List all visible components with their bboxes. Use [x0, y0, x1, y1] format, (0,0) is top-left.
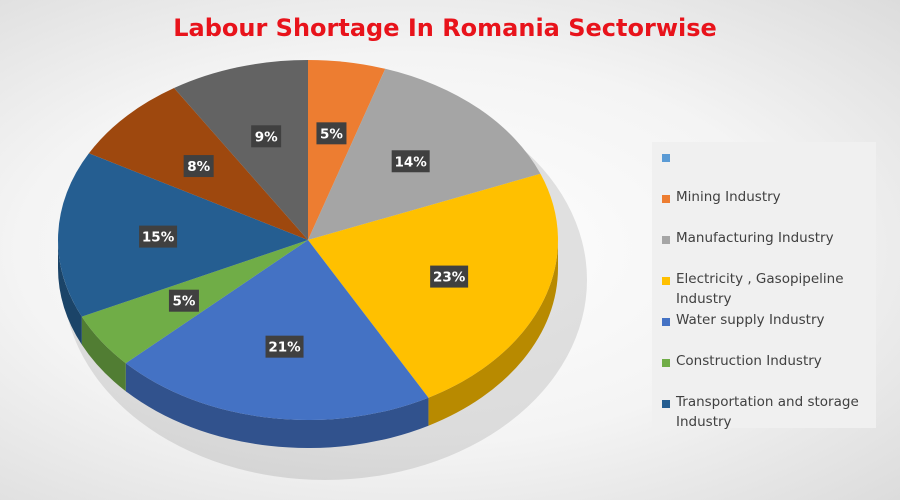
svg-text:9%: 9% — [255, 129, 278, 145]
legend-label: Electricity , Gasopipeline Industry — [676, 271, 844, 307]
pie-data-label-1: 14% — [391, 150, 430, 173]
legend-swatch — [662, 195, 670, 203]
pie-side-2 — [428, 240, 558, 426]
svg-text:21%: 21% — [268, 340, 301, 356]
pie-tops — [58, 60, 558, 420]
legend-label: Construction Industry — [676, 353, 822, 369]
legend-item: Electricity , Gasopipeline Industry — [662, 269, 868, 310]
legend-label: Transportation and storage Industry — [676, 394, 859, 430]
svg-text:14%: 14% — [395, 154, 428, 170]
svg-text:5%: 5% — [172, 294, 195, 310]
pie-data-label-5: 15% — [139, 225, 178, 248]
pie-data-label-4: 5% — [168, 289, 199, 312]
pie-side-5 — [58, 240, 82, 345]
chart-title: Labour Shortage In Romania Sectorwise — [173, 14, 717, 42]
pie-side-4 — [81, 316, 126, 392]
pie-data-label-0: 5% — [316, 122, 347, 145]
legend-swatch — [662, 277, 670, 285]
legend-item: Water supply Industry — [662, 310, 868, 351]
pie-slice-5 — [58, 153, 309, 317]
legend-item: Mining Industry — [662, 187, 868, 228]
legend: Mining Industry Manufacturing Industry Ele… — [652, 142, 876, 430]
legend-swatch — [662, 359, 670, 367]
svg-text:5%: 5% — [320, 126, 343, 142]
pie-slice-0 — [308, 60, 386, 240]
pie-data-label-7: 9% — [251, 125, 282, 148]
pie-labels: 5% 14% 23% 21% 5% 15% 8% 9% — [139, 122, 469, 358]
legend-label: Mining Industry — [676, 189, 781, 205]
svg-text:15%: 15% — [142, 230, 175, 246]
legend-item — [662, 146, 868, 187]
pie-data-label-6: 8% — [183, 155, 214, 178]
legend-label: Water supply Industry — [676, 312, 825, 328]
legend-item: Transportation and storage Industry — [662, 392, 868, 433]
svg-text:23%: 23% — [433, 270, 466, 286]
pie-data-label-3: 21% — [265, 335, 304, 358]
legend-swatch — [662, 154, 670, 162]
legend-swatch — [662, 400, 670, 408]
pie-side-3 — [125, 363, 429, 448]
pie-slice-3 — [125, 240, 429, 420]
pie-sides — [58, 240, 558, 448]
legend-swatch — [662, 318, 670, 326]
svg-text:8%: 8% — [187, 159, 210, 175]
legend-item: Construction Industry — [662, 351, 868, 392]
legend-item: Manufacturing Industry — [662, 228, 868, 269]
legend-swatch — [662, 236, 670, 244]
pie-slice-7 — [174, 60, 308, 240]
pie-data-label-2: 23% — [430, 265, 469, 288]
legend-label: Manufacturing Industry — [676, 230, 834, 246]
